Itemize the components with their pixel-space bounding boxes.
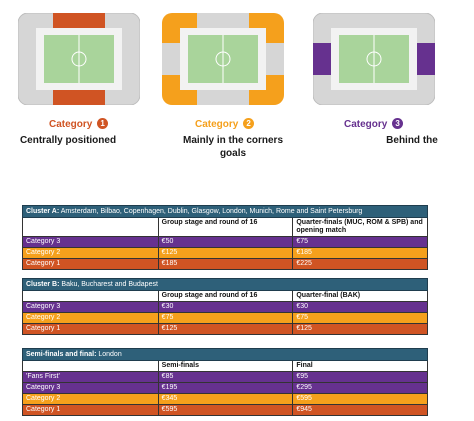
table-header-row: Group stage and round of 16 Quarter-fina… bbox=[22, 291, 429, 302]
category-3-label: Category bbox=[344, 119, 388, 130]
category-3-caption: Category 3 bbox=[344, 118, 404, 130]
semi-finals-final-price-table: Semi-finals and final: London Semi-final… bbox=[22, 348, 429, 416]
table-row: Category 2 €125 €185 bbox=[22, 248, 429, 259]
cluster-b-price-table: Cluster B: Baku, Bucharest and Budapest … bbox=[22, 278, 429, 335]
cluster-a-price-table: Cluster A: Amsterdam, Bilbao, Copenhagen… bbox=[22, 205, 429, 270]
table-row: Category 2 €75 €75 bbox=[22, 313, 429, 324]
table-row: Category 3 €50 €75 bbox=[22, 237, 429, 248]
category-1-label: Category bbox=[49, 119, 93, 130]
table-row: Category 1 €185 €225 bbox=[22, 259, 429, 270]
category-1-caption: Category 1 bbox=[49, 118, 109, 130]
category-2-label: Category bbox=[195, 119, 239, 130]
stadium-category-3-diagram bbox=[313, 13, 435, 105]
category-2-caption: Category 2 bbox=[195, 118, 255, 130]
table-header-row: Semi-finals Final bbox=[22, 361, 429, 372]
table-row: 'Fans First' €85 €95 bbox=[22, 372, 429, 383]
category-3-number: 3 bbox=[392, 118, 404, 129]
stadium-category-1-diagram bbox=[18, 13, 140, 105]
category-1-description: Centrally positioned bbox=[19, 135, 117, 146]
table-row: Category 3 €30 €30 bbox=[22, 302, 429, 313]
category-2-description: Mainly in the corners goals bbox=[182, 135, 284, 159]
table-row: Category 2 €345 €595 bbox=[22, 394, 429, 405]
table-row: Category 1 €595 €945 bbox=[22, 405, 429, 416]
category-2-number: 2 bbox=[243, 118, 255, 129]
table-row: Category 1 €125 €125 bbox=[22, 324, 429, 335]
table-row: Category 3 €195 €295 bbox=[22, 383, 429, 394]
category-3-description: Behind the bbox=[386, 135, 438, 146]
cluster-b-heading: Cluster B: Baku, Bucharest and Budapest bbox=[22, 278, 428, 291]
semi-finals-final-heading: Semi-finals and final: London bbox=[22, 348, 428, 361]
table-header-row: Group stage and round of 16 Quarter-fina… bbox=[22, 218, 429, 237]
category-1-number: 1 bbox=[97, 118, 109, 129]
stadium-category-2-diagram bbox=[162, 13, 284, 105]
cluster-a-heading: Cluster A: Amsterdam, Bilbao, Copenhagen… bbox=[22, 205, 428, 218]
